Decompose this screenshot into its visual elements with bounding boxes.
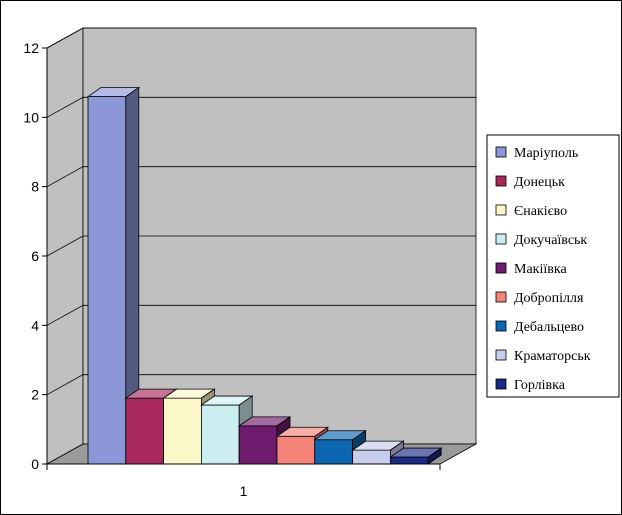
- bar-front: [276, 435, 316, 465]
- bar-front: [314, 439, 353, 465]
- legend-swatch: [495, 320, 507, 332]
- gridlines: [46, 27, 476, 396]
- bars: [86, 86, 443, 465]
- gridline: [46, 304, 476, 326]
- bar-front: [87, 96, 127, 465]
- gridline: [46, 235, 476, 257]
- legend-label: Макіївка: [514, 262, 567, 277]
- legend-label: Добропілля: [514, 291, 584, 306]
- bar-front: [125, 397, 165, 465]
- legend-label: Горлівка: [514, 378, 566, 393]
- legend-item: Донецьк: [495, 175, 565, 190]
- x-tick-label: 1: [240, 483, 248, 499]
- legend-swatch: [495, 378, 507, 390]
- y-tick-label: 6: [31, 248, 39, 264]
- bar: [237, 416, 292, 465]
- y-tick-label: 2: [31, 387, 39, 403]
- legend-swatch: [495, 349, 507, 361]
- bar-front: [389, 456, 429, 465]
- legend-label: Краматорськ: [514, 349, 591, 364]
- legend-label: Дебальцево: [514, 320, 584, 335]
- bar-side: [427, 447, 442, 465]
- legend-label: Донецьк: [514, 175, 565, 190]
- legend-swatch: [495, 146, 507, 158]
- legend-item: Краматорськ: [495, 349, 591, 364]
- x-axis-ticks: 1: [46, 464, 441, 499]
- bar: [86, 86, 141, 465]
- bar-front: [163, 397, 202, 465]
- legend-item: Маріуполь: [495, 146, 578, 161]
- gridline: [46, 96, 476, 118]
- legend-label: Єнакієво: [514, 204, 567, 219]
- legend-swatch: [495, 262, 507, 274]
- legend-item: Добропілля: [495, 291, 584, 306]
- legend-item: Єнакієво: [495, 204, 567, 219]
- legend-label: Докучаївськ: [514, 233, 587, 248]
- y-axis-ticks: 0 2 4 6 8 10 12: [23, 40, 47, 472]
- bar: [389, 447, 443, 465]
- legend-label: Маріуполь: [514, 146, 578, 161]
- legend-box: [486, 134, 620, 398]
- legend-item: Докучаївськ: [495, 233, 587, 248]
- legend-item: Макіївка: [495, 262, 567, 277]
- gridline: [46, 27, 476, 49]
- gridline: [46, 166, 476, 188]
- y-tick-label: 4: [31, 317, 39, 333]
- bar-front: [238, 425, 278, 465]
- bar-front: [200, 404, 240, 465]
- legend-item: Горлівка: [495, 378, 566, 393]
- legend-item: Дебальцево: [495, 320, 584, 335]
- legend: Маріуполь Донецьк Єнакієво Докучаївськ Макії…: [486, 134, 620, 398]
- y-tick-label: 0: [31, 456, 39, 472]
- legend-swatch: [495, 233, 507, 245]
- legend-swatch: [495, 204, 507, 216]
- bar-front: [352, 449, 391, 465]
- y-tick-label: 12: [23, 40, 39, 56]
- y-tick-label: 8: [31, 179, 39, 195]
- legend-swatch: [495, 291, 507, 303]
- legend-swatch: [495, 175, 507, 187]
- y-tick-label: 10: [23, 109, 39, 125]
- gridline: [46, 374, 476, 396]
